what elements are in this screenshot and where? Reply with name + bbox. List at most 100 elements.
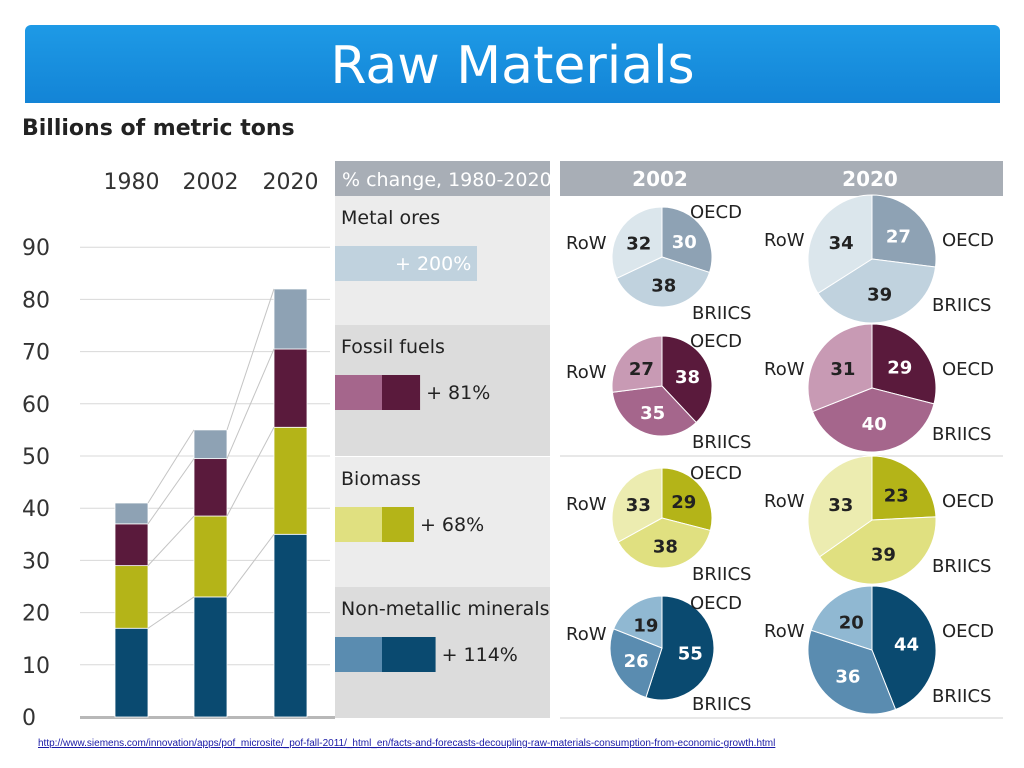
change-bar-growth — [382, 637, 436, 672]
connector-line — [226, 348, 275, 459]
pie-value-label: 38 — [651, 275, 676, 296]
pie-slice — [871, 455, 937, 521]
change-bar-growth — [382, 507, 414, 542]
region-label: BRIICS — [692, 564, 751, 585]
header-year-label: 2020 — [842, 167, 898, 191]
y-tick-label: 90 — [22, 236, 50, 261]
y-tick-label: 70 — [22, 341, 50, 366]
bar-segment — [193, 596, 228, 718]
page-title: Raw Materials — [330, 36, 695, 96]
region-label: RoW — [566, 362, 607, 383]
change-label: + 81% — [426, 382, 490, 404]
change-label: + 200% — [395, 253, 471, 275]
pie-slice — [807, 323, 873, 413]
pie-value-label: 33 — [626, 495, 651, 516]
pie-slice — [807, 629, 897, 715]
bar-segment — [114, 627, 149, 718]
pie-value-label: 39 — [867, 284, 892, 305]
pie-value-label: 31 — [830, 359, 855, 380]
pie-value-label: 36 — [835, 667, 860, 688]
y-tick-label: 20 — [22, 602, 50, 627]
change-bar-base — [335, 246, 382, 281]
pie-value-label: 29 — [887, 357, 912, 378]
chart-subtitle: Billions of metric tons — [22, 116, 295, 141]
pie-value-label: 55 — [678, 643, 703, 664]
y-tick-label: 50 — [22, 445, 50, 470]
region-label: OECD — [690, 463, 742, 484]
region-label: RoW — [566, 494, 607, 515]
pie-value-label: 23 — [884, 486, 909, 507]
region-label: OECD — [942, 230, 994, 251]
pie-value-label: 38 — [675, 367, 700, 388]
pie-value-label: 29 — [671, 492, 696, 513]
change-bar-growth — [382, 246, 477, 281]
pie-slice — [811, 387, 935, 453]
region-label: OECD — [942, 491, 994, 512]
change-bar-growth — [382, 375, 421, 410]
region-label: OECD — [690, 593, 742, 614]
region-label: OECD — [942, 621, 994, 642]
region-label: BRIICS — [692, 694, 751, 715]
stacked-bar-chart: 0 10 20 30 40 50 60 70 80 90 1980 2002 2020 — [22, 170, 335, 731]
header-cell — [335, 161, 550, 196]
pie-value-label: 44 — [894, 634, 919, 655]
pie-slice — [810, 585, 873, 651]
connector-line — [147, 596, 195, 629]
pie-slice — [611, 385, 697, 437]
region-label: RoW — [566, 624, 607, 645]
pie-slice — [807, 194, 873, 294]
region-label: OECD — [942, 359, 994, 380]
source-link[interactable]: http://www.siemens.com/innovation/apps/p… — [38, 738, 776, 749]
pie-table: % change, 1980-2020 2002 2020 Metal ores + 2… — [335, 161, 1003, 719]
pie-slice — [871, 585, 937, 711]
connector-line — [147, 458, 195, 525]
y-tick-label: 40 — [22, 497, 50, 522]
pie-slice — [661, 467, 713, 532]
bar-segment — [273, 288, 308, 350]
header-year-label: 2002 — [632, 167, 688, 191]
region-label: BRIICS — [932, 295, 991, 316]
x-tick-label: 1980 — [104, 170, 160, 195]
x-tick-label: 2002 — [183, 170, 239, 195]
bar-segment — [273, 533, 308, 718]
pie-value-label: 26 — [624, 651, 649, 672]
category-label: Biomass — [341, 468, 421, 490]
pie-value-label: 40 — [862, 414, 887, 435]
pie-value-label: 32 — [626, 233, 651, 254]
x-tick-label: 2020 — [263, 170, 319, 195]
header-change-label: % change, 1980-2020 — [342, 169, 552, 191]
pie-slice — [871, 194, 937, 268]
y-tick-label: 60 — [22, 393, 50, 418]
pie-value-label: 33 — [828, 495, 853, 516]
y-tick-label: 30 — [22, 549, 50, 574]
region-label: BRIICS — [932, 556, 991, 577]
pie-slice — [611, 467, 663, 543]
bar-segment — [193, 515, 228, 598]
pie-slice — [661, 335, 713, 424]
y-tick-label: 10 — [22, 654, 50, 679]
pie-slice — [871, 323, 937, 405]
connector-line — [147, 515, 195, 566]
change-bar-base — [335, 375, 382, 410]
bar-segment — [273, 348, 308, 428]
region-label: RoW — [764, 230, 805, 251]
pie-value-label: 38 — [653, 536, 678, 557]
region-label: OECD — [690, 202, 742, 223]
pie-value-label: 30 — [672, 232, 697, 253]
region-label: BRIICS — [932, 424, 991, 445]
pie-slice — [617, 517, 712, 569]
pie-value-label: 27 — [629, 359, 654, 380]
pie-slice — [661, 206, 713, 274]
pie-slice — [807, 455, 873, 558]
connector-line — [226, 288, 275, 431]
change-label: + 68% — [420, 514, 484, 536]
pie-value-label: 19 — [633, 615, 658, 636]
pie-slice — [818, 516, 937, 585]
region-label: BRIICS — [692, 432, 751, 453]
bar-segment — [114, 565, 149, 629]
region-label: RoW — [764, 359, 805, 380]
pie-value-label: 20 — [839, 613, 864, 634]
bar-segment — [193, 429, 228, 460]
pie-value-label: 27 — [886, 227, 911, 248]
connector-line — [226, 533, 275, 598]
